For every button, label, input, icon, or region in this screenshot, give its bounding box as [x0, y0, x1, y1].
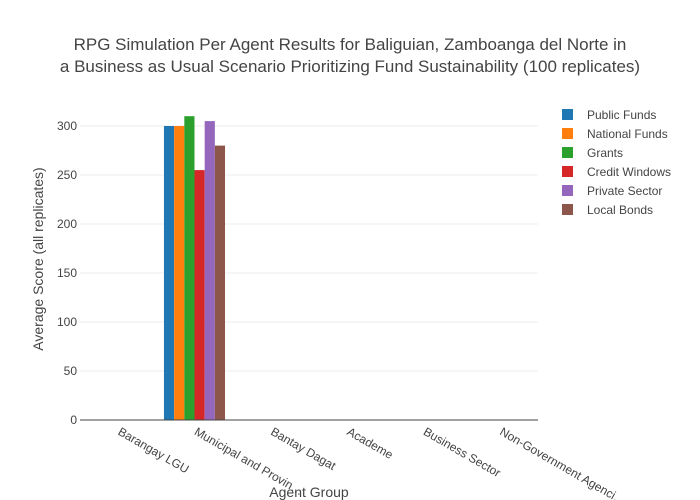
y-tick-label: 300	[57, 119, 77, 133]
legend-item-public-funds[interactable]: Public Funds	[562, 108, 656, 122]
bar-grants[interactable]	[184, 116, 195, 420]
y-axis-title: Average Score (all replicates)	[30, 167, 46, 350]
x-tick-labels: Barangay LGU Municipal and Provin…Bantay …	[116, 424, 629, 500]
legend-item-private-sector[interactable]: Private Sector	[562, 184, 662, 198]
y-tick-label: 100	[57, 315, 77, 329]
bar-credit-windows[interactable]	[194, 170, 205, 420]
legend-item-local-bonds[interactable]: Local Bonds	[562, 203, 653, 217]
legend-label: Grants	[587, 146, 623, 160]
x-tick-label: Business Sector	[421, 424, 503, 479]
chart-title-line-2: a Business as Usual Scenario Prioritizin…	[60, 57, 640, 76]
legend[interactable]: Public Funds National Funds Grants Credit W…	[562, 108, 671, 217]
y-tick-label: 150	[57, 266, 77, 280]
x-tick-label: Bantay Dagat	[268, 424, 339, 473]
legend-swatch	[562, 109, 573, 120]
legend-swatch	[562, 128, 573, 139]
x-tick-label: Barangay LGU	[116, 424, 192, 476]
bar-private-sector[interactable]	[204, 121, 215, 420]
legend-label: Public Funds	[587, 108, 656, 122]
legend-item-credit-windows[interactable]: Credit Windows	[562, 165, 671, 179]
legend-label: Local Bonds	[587, 203, 653, 217]
bar-national-funds[interactable]	[174, 126, 185, 420]
y-tick-labels: 0 50 100 150 200 250 300	[57, 119, 77, 427]
x-tick-label: Academe	[345, 424, 396, 462]
bar-public-funds[interactable]	[163, 126, 175, 420]
y-tick-label: 250	[57, 168, 77, 182]
chart-title-line-1: RPG Simulation Per Agent Results for Bal…	[74, 35, 627, 54]
legend-item-grants[interactable]: Grants	[562, 146, 623, 160]
y-tick-label: 50	[64, 364, 78, 378]
legend-label: Private Sector	[587, 184, 662, 198]
x-axis-title: Agent Group	[269, 484, 349, 500]
legend-item-national-funds[interactable]: National Funds	[562, 127, 668, 141]
bar-local-bonds[interactable]	[214, 145, 226, 420]
legend-swatch	[562, 166, 573, 177]
y-tick-label: 0	[70, 413, 77, 427]
bars-group	[163, 116, 226, 420]
legend-swatch	[562, 204, 573, 215]
x-tick-label: Non-Government Agenci…	[497, 424, 628, 500]
legend-label: National Funds	[587, 127, 668, 141]
legend-swatch	[562, 147, 573, 158]
legend-label: Credit Windows	[587, 165, 671, 179]
legend-swatch	[562, 185, 573, 196]
y-gridlines	[80, 125, 538, 372]
y-tick-label: 200	[57, 217, 77, 231]
